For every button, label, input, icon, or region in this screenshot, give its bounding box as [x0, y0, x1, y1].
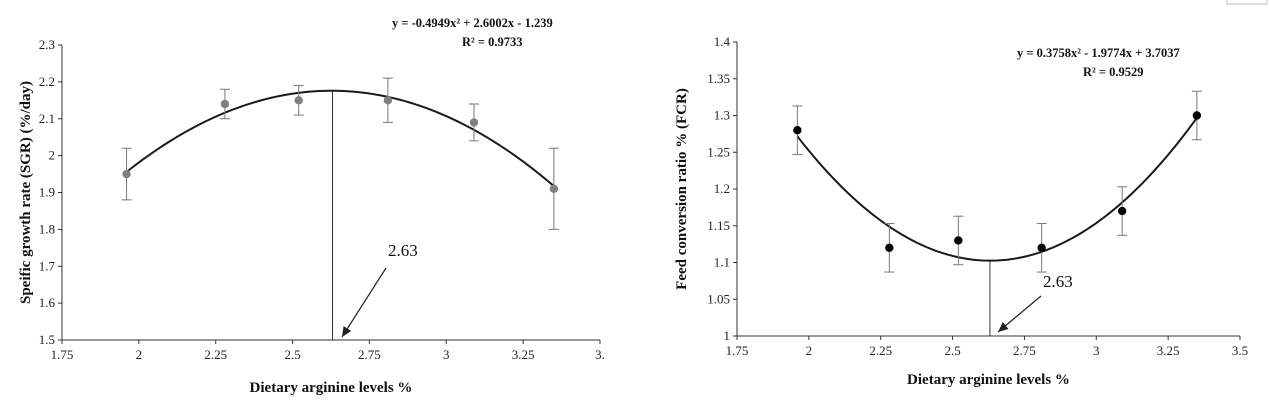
x-tick-label: 3: [443, 347, 450, 362]
y-tick-label: 1.05: [707, 291, 730, 306]
y-tick-label: 1.25: [707, 144, 730, 159]
y-tick-label: 1.35: [707, 71, 730, 86]
corner-frame: [1226, 0, 1268, 5]
x-axis-title: Dietary arginine levels %: [907, 372, 1070, 388]
y-tick-label: 1.3: [714, 108, 730, 123]
x-tick-label: 2: [136, 347, 143, 362]
data-point: [469, 118, 479, 127]
x-tick-label: 3.25: [512, 347, 535, 362]
x-tick-label: 2.25: [869, 343, 892, 358]
data-point: [1037, 243, 1046, 252]
y-tick-label: 1.8: [39, 221, 55, 236]
y-tick-label: 1.7: [39, 258, 56, 273]
data-point: [954, 236, 963, 245]
x-axis-title: Dietary arginine levels %: [250, 380, 413, 396]
data-point: [220, 99, 230, 109]
y-tick-label: 1.1: [714, 255, 730, 270]
data-point: [1117, 206, 1127, 216]
y-tick-label: 1.2: [714, 181, 730, 196]
chart-2: 1 1.05 1.1 1.15 1.2 1.25 1.3 1.35 1.4 1.75 2 2.25 2.…: [674, 34, 1248, 388]
data-point: [122, 169, 131, 179]
y-tick-label: 2.3: [39, 37, 55, 52]
annotation-arrow-line: [341, 267, 387, 338]
x-tick-label: 2: [806, 343, 813, 358]
x-tick-label: 3.5: [1232, 343, 1248, 358]
x-tick-label: 1.75: [51, 347, 74, 362]
x-tick-label: 3.: [595, 347, 605, 362]
y-tick-label: 1.15: [707, 218, 730, 233]
y-tick-label: 1: [724, 328, 731, 343]
x-tick-label: 2.5: [284, 347, 300, 362]
annotation-arrow-head: [342, 326, 352, 337]
x-tick-label: 1.75: [726, 343, 749, 358]
x-tick-label: 3: [1093, 343, 1100, 358]
x-tick-label: 3.25: [1157, 343, 1180, 358]
annotation-label: 2.63: [388, 241, 418, 260]
trendline-equation: y = 0.3758x² - 1.9774x + 3.7037: [1017, 46, 1180, 60]
data-point: [1192, 111, 1202, 120]
data-point: [885, 243, 894, 252]
y-tick-label: 1.5: [39, 332, 55, 347]
chart-1: 1.5 1.6 1.7 1.8 1.9 2 2.1 2.2 2.3 1.75 2 2.25 2.5 2.7…: [18, 16, 605, 396]
trendline-curve: [125, 89, 555, 187]
x-tick-label: 2.25: [204, 347, 227, 362]
r-squared-label: R² = 0.9733: [462, 35, 523, 49]
y-tick-label: 2: [49, 148, 56, 163]
y-axis-title: Speific growth rate (SGR) (%/day): [18, 81, 34, 304]
data-point: [383, 96, 393, 105]
r-squared-label: R² = 0.9529: [1083, 65, 1144, 79]
y-tick-label: 1.9: [39, 185, 55, 200]
x-tick-label: 2.75: [1013, 343, 1036, 358]
y-axis-title: Feed conversion ratio % (FCR): [674, 88, 690, 290]
y-tick-label: 2.2: [39, 74, 55, 89]
data-point: [549, 184, 559, 194]
annotation-label: 2.63: [1043, 272, 1073, 291]
annotation-arrow-head: [998, 322, 1009, 332]
y-tick-label: 1.4: [714, 34, 731, 49]
data-point: [793, 126, 802, 135]
x-tick-label: 2.75: [358, 347, 381, 362]
y-tick-label: 1.6: [39, 295, 56, 310]
trendline-equation: y = -0.4949x² + 2.6002x - 1.239: [392, 16, 553, 30]
x-tick-label: 2.5: [944, 343, 960, 358]
data-point: [294, 96, 303, 105]
y-tick-label: 2.1: [39, 111, 55, 126]
trendline-curve: [796, 117, 1198, 262]
